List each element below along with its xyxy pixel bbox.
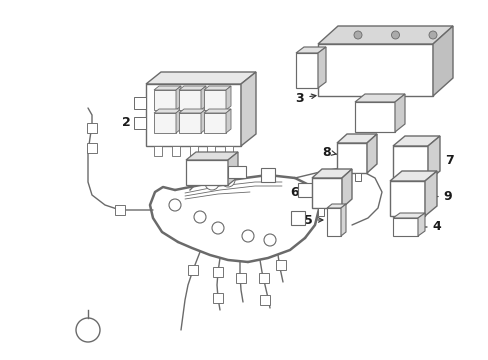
Circle shape [221, 173, 235, 187]
Polygon shape [176, 86, 181, 110]
Polygon shape [227, 166, 245, 178]
Polygon shape [115, 205, 125, 215]
Polygon shape [225, 86, 230, 110]
Polygon shape [236, 273, 245, 283]
Polygon shape [295, 53, 317, 88]
Text: 7: 7 [431, 154, 452, 167]
Polygon shape [392, 213, 424, 218]
Polygon shape [354, 102, 394, 132]
Polygon shape [203, 90, 225, 110]
Polygon shape [146, 72, 256, 84]
Polygon shape [427, 136, 439, 181]
Polygon shape [241, 72, 256, 146]
Polygon shape [392, 146, 427, 181]
Polygon shape [225, 109, 230, 133]
Text: 1: 1 [215, 163, 237, 176]
Polygon shape [354, 173, 360, 180]
Polygon shape [329, 208, 335, 216]
Circle shape [264, 234, 275, 246]
Polygon shape [432, 26, 452, 96]
Text: 2: 2 [122, 117, 143, 130]
Circle shape [242, 230, 253, 242]
Circle shape [428, 31, 436, 39]
Polygon shape [389, 171, 436, 181]
Polygon shape [201, 86, 205, 110]
Polygon shape [154, 146, 162, 156]
Polygon shape [189, 146, 197, 156]
Polygon shape [259, 273, 268, 283]
Polygon shape [317, 26, 452, 44]
Polygon shape [354, 94, 404, 102]
Polygon shape [326, 208, 340, 236]
Polygon shape [413, 181, 420, 190]
Polygon shape [260, 295, 269, 305]
Polygon shape [134, 97, 146, 109]
Polygon shape [154, 90, 176, 110]
Polygon shape [203, 113, 225, 133]
Polygon shape [317, 44, 432, 96]
Polygon shape [87, 123, 97, 133]
Polygon shape [311, 169, 351, 178]
Text: 9: 9 [428, 190, 451, 203]
Polygon shape [336, 134, 376, 143]
Polygon shape [317, 208, 324, 216]
Circle shape [194, 211, 205, 223]
Polygon shape [179, 90, 201, 110]
Text: 4: 4 [396, 220, 441, 234]
Polygon shape [227, 152, 238, 185]
Text: 8: 8 [322, 145, 336, 158]
Polygon shape [185, 152, 238, 160]
Text: 3: 3 [295, 91, 315, 104]
Polygon shape [290, 211, 305, 225]
Polygon shape [392, 218, 417, 236]
Polygon shape [336, 143, 366, 173]
Polygon shape [201, 109, 205, 133]
Polygon shape [146, 84, 241, 146]
Polygon shape [213, 267, 223, 277]
Text: 6: 6 [290, 185, 308, 198]
Circle shape [353, 31, 361, 39]
Polygon shape [389, 181, 424, 216]
Polygon shape [295, 47, 325, 53]
Polygon shape [394, 94, 404, 132]
Polygon shape [366, 134, 376, 173]
Polygon shape [399, 181, 406, 190]
Polygon shape [87, 143, 97, 153]
Polygon shape [207, 146, 215, 156]
Circle shape [169, 199, 181, 211]
Polygon shape [261, 168, 274, 182]
Polygon shape [396, 216, 403, 225]
Polygon shape [179, 113, 201, 133]
Polygon shape [154, 109, 181, 113]
Polygon shape [410, 216, 417, 225]
Polygon shape [392, 136, 439, 146]
Polygon shape [185, 160, 227, 185]
Polygon shape [176, 109, 181, 133]
Polygon shape [342, 173, 348, 180]
Polygon shape [275, 260, 285, 270]
Polygon shape [340, 204, 346, 236]
Polygon shape [317, 47, 325, 88]
Polygon shape [187, 265, 198, 275]
Polygon shape [424, 171, 436, 216]
Polygon shape [203, 86, 230, 90]
Circle shape [204, 176, 219, 190]
Polygon shape [417, 213, 424, 236]
Polygon shape [154, 86, 181, 90]
Circle shape [391, 31, 399, 39]
Polygon shape [179, 109, 205, 113]
Polygon shape [179, 86, 205, 90]
Polygon shape [154, 113, 176, 133]
Polygon shape [213, 293, 223, 303]
Polygon shape [171, 146, 180, 156]
Polygon shape [297, 183, 311, 197]
Polygon shape [134, 117, 146, 129]
Polygon shape [224, 146, 232, 156]
Polygon shape [326, 204, 346, 208]
Polygon shape [311, 178, 341, 208]
Polygon shape [203, 109, 230, 113]
Polygon shape [341, 169, 351, 208]
Text: 5: 5 [303, 213, 322, 226]
Circle shape [212, 222, 224, 234]
